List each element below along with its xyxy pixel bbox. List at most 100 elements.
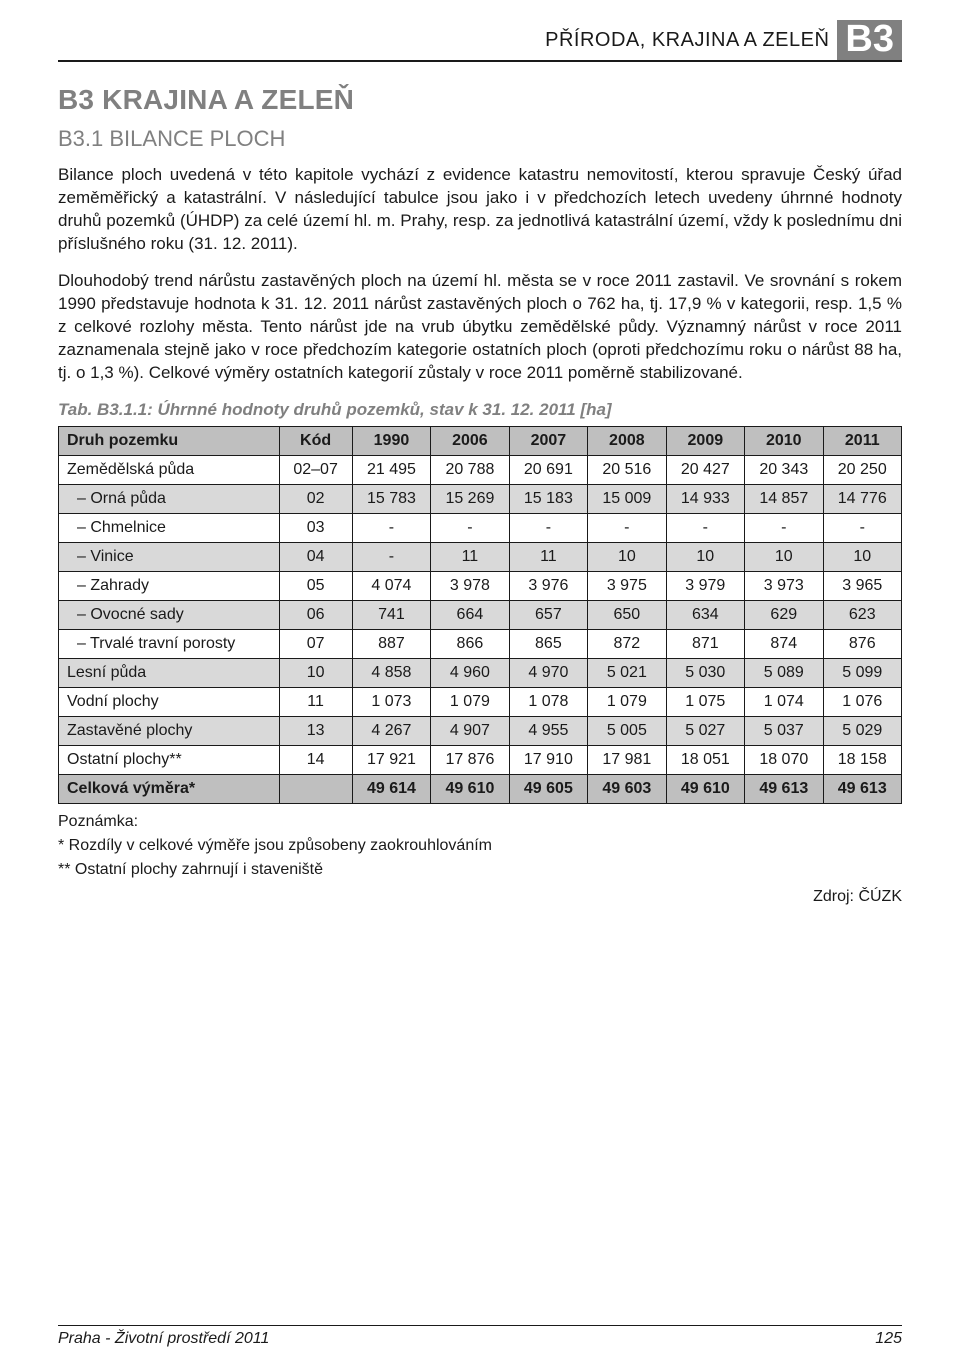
table-cell: 866 xyxy=(431,630,509,659)
table-row: – Ovocné sady06741664657650634629623 xyxy=(59,601,902,630)
table-cell: 20 516 xyxy=(588,456,666,485)
table-cell: 10 xyxy=(823,543,901,572)
table-cell: 1 074 xyxy=(745,688,823,717)
table-cell: Celková výměra* xyxy=(59,775,280,804)
table-col-header: Kód xyxy=(279,427,352,456)
table-cell: 06 xyxy=(279,601,352,630)
table-cell: 4 955 xyxy=(509,717,587,746)
table-cell: 3 965 xyxy=(823,572,901,601)
table-cell: 5 099 xyxy=(823,659,901,688)
table-cell: 3 979 xyxy=(666,572,744,601)
table-cell: 15 009 xyxy=(588,485,666,514)
table-cell: 49 614 xyxy=(352,775,430,804)
footer-page-number: 125 xyxy=(875,1330,902,1348)
table-cell xyxy=(279,775,352,804)
table-cell: Ostatní plochy** xyxy=(59,746,280,775)
table-cell: 49 610 xyxy=(666,775,744,804)
table-note-line: * Rozdíly v celkové výměře jsou způsoben… xyxy=(58,834,902,858)
table-cell: 11 xyxy=(279,688,352,717)
table-cell: 3 975 xyxy=(588,572,666,601)
table-cell: 49 610 xyxy=(431,775,509,804)
table-cell: 623 xyxy=(823,601,901,630)
table-cell: 1 079 xyxy=(588,688,666,717)
table-cell: 13 xyxy=(279,717,352,746)
table-cell: 20 691 xyxy=(509,456,587,485)
table-cell: 1 076 xyxy=(823,688,901,717)
table-row: – Vinice04-111110101010 xyxy=(59,543,902,572)
table-source: Zdroj: ČÚZK xyxy=(58,888,902,906)
table-cell: 17 981 xyxy=(588,746,666,775)
table-notes: Poznámka:* Rozdíly v celkové výměře jsou… xyxy=(58,810,902,882)
table-cell: – Zahrady xyxy=(59,572,280,601)
table-cell: 4 858 xyxy=(352,659,430,688)
table-cell: 5 029 xyxy=(823,717,901,746)
table-cell: 03 xyxy=(279,514,352,543)
table-col-header: 2011 xyxy=(823,427,901,456)
table-cell: 14 857 xyxy=(745,485,823,514)
table-row: Zemědělská půda02–0721 49520 78820 69120… xyxy=(59,456,902,485)
table-cell: Zastavěné plochy xyxy=(59,717,280,746)
table-cell: 10 xyxy=(666,543,744,572)
table-cell: 04 xyxy=(279,543,352,572)
heading-1: B3 KRAJINA A ZELEŇ xyxy=(58,84,902,116)
table-cell: – Chmelnice xyxy=(59,514,280,543)
table-cell: 664 xyxy=(431,601,509,630)
table-cell: 10 xyxy=(279,659,352,688)
table-cell: 14 933 xyxy=(666,485,744,514)
table-cell: 49 613 xyxy=(745,775,823,804)
data-table: Druh pozemkuKód1990200620072008200920102… xyxy=(58,426,902,804)
table-cell: 20 343 xyxy=(745,456,823,485)
table-cell: 1 078 xyxy=(509,688,587,717)
table-cell: 887 xyxy=(352,630,430,659)
table-cell: - xyxy=(823,514,901,543)
table-cell: 15 183 xyxy=(509,485,587,514)
table-cell: 5 037 xyxy=(745,717,823,746)
table-cell: 5 030 xyxy=(666,659,744,688)
table-note-line: Poznámka: xyxy=(58,810,902,834)
table-cell: – Trvalé travní porosty xyxy=(59,630,280,659)
table-cell: 5 021 xyxy=(588,659,666,688)
table-row: Zastavěné plochy134 2674 9074 9555 0055 … xyxy=(59,717,902,746)
table-cell: - xyxy=(352,543,430,572)
table-cell: 657 xyxy=(509,601,587,630)
table-cell: Zemědělská půda xyxy=(59,456,280,485)
table-cell: 15 269 xyxy=(431,485,509,514)
table-cell: 3 978 xyxy=(431,572,509,601)
page-footer: Praha - Životní prostředí 2011 125 xyxy=(58,1325,902,1348)
table-title: Tab. B3.1.1: Úhrnné hodnoty druhů pozemk… xyxy=(58,400,902,420)
table-cell: 18 158 xyxy=(823,746,901,775)
table-cell: - xyxy=(666,514,744,543)
table-cell: 05 xyxy=(279,572,352,601)
header-badge: B3 xyxy=(837,20,902,60)
table-cell: 4 960 xyxy=(431,659,509,688)
table-row: – Chmelnice03------- xyxy=(59,514,902,543)
table-col-header: 2009 xyxy=(666,427,744,456)
table-cell: – Orná půda xyxy=(59,485,280,514)
paragraph-2: Dlouhodobý trend nárůstu zastavěných plo… xyxy=(58,270,902,385)
table-cell: 4 074 xyxy=(352,572,430,601)
table-row: Ostatní plochy**1417 92117 87617 91017 9… xyxy=(59,746,902,775)
table-cell: 07 xyxy=(279,630,352,659)
page: PŘÍRODA, KRAJINA A ZELEŇ B3 B3 KRAJINA A… xyxy=(0,0,960,1372)
table-cell: 4 267 xyxy=(352,717,430,746)
table-cell: 650 xyxy=(588,601,666,630)
table-cell: 02 xyxy=(279,485,352,514)
table-cell: 21 495 xyxy=(352,456,430,485)
table-cell: 5 089 xyxy=(745,659,823,688)
table-cell: 865 xyxy=(509,630,587,659)
table-cell: 10 xyxy=(588,543,666,572)
table-col-header: 2006 xyxy=(431,427,509,456)
table-cell: 02–07 xyxy=(279,456,352,485)
table-cell: 15 783 xyxy=(352,485,430,514)
table-col-header: 2008 xyxy=(588,427,666,456)
table-cell: 4 970 xyxy=(509,659,587,688)
header-category: PŘÍRODA, KRAJINA A ZELEŇ xyxy=(545,29,829,58)
table-cell: 871 xyxy=(666,630,744,659)
table-cell: 49 605 xyxy=(509,775,587,804)
table-cell: - xyxy=(431,514,509,543)
table-cell: 634 xyxy=(666,601,744,630)
table-cell: 629 xyxy=(745,601,823,630)
table-cell: 14 xyxy=(279,746,352,775)
table-cell: – Ovocné sady xyxy=(59,601,280,630)
table-cell: 3 976 xyxy=(509,572,587,601)
